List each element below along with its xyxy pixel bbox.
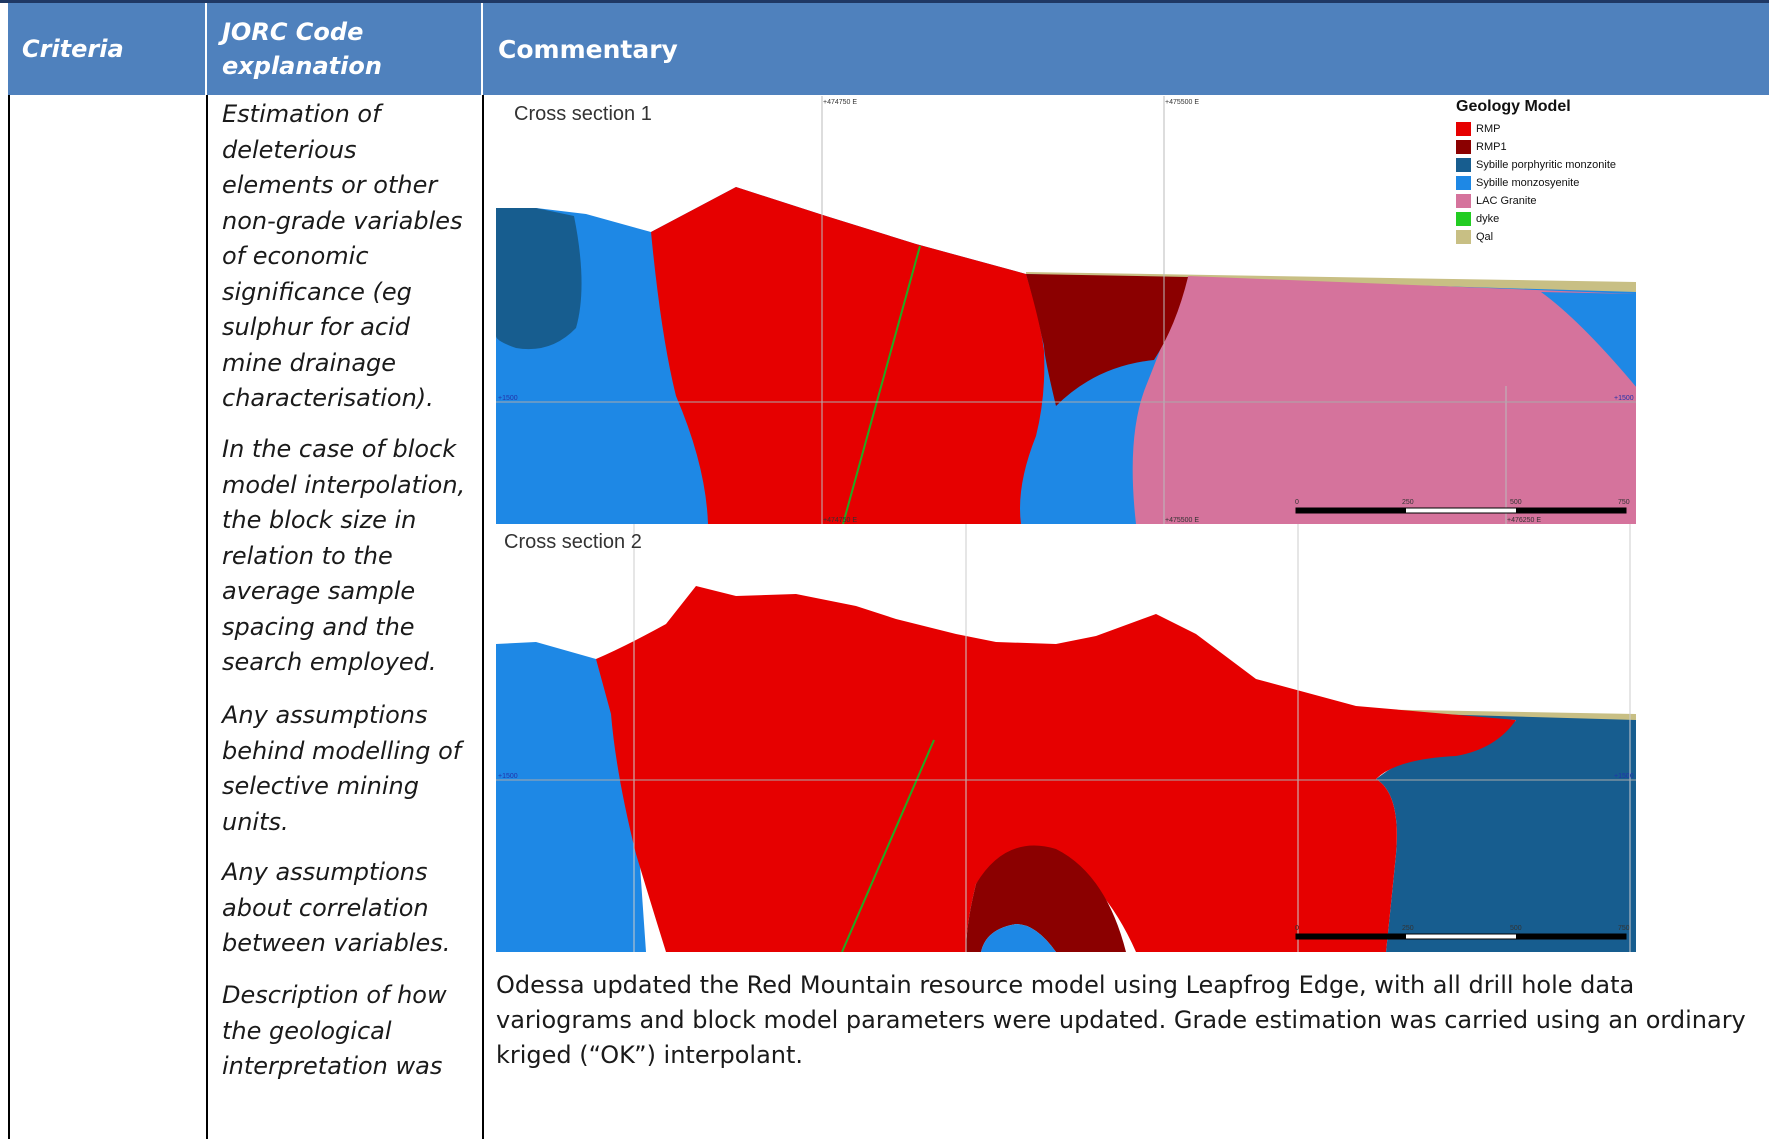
explanation-deleterious-elements: Estimation of deleterious elements or ot… xyxy=(222,100,463,412)
rmp1-unit xyxy=(1026,274,1188,406)
scale-tick-label: 250 xyxy=(1402,499,1414,506)
legend-swatch-dyke xyxy=(1456,212,1471,226)
legend-label-qal: Qal xyxy=(1476,231,1493,243)
cross-section-2: +1500 +1500 0 250 500 750 Cross section … xyxy=(496,524,1636,952)
rmp-unit xyxy=(651,187,1045,524)
scale-tick-label: 750 xyxy=(1618,925,1630,932)
top-rule xyxy=(0,0,1769,3)
elevation-label-right: +1500 xyxy=(1614,773,1634,780)
scale-tick-label: 0 xyxy=(1295,499,1299,506)
scale-bar: 0 250 500 750 xyxy=(1295,499,1630,514)
cross-section-1: +474750 E +475500 E +474750 E +475500 E … xyxy=(496,96,1636,525)
sybille-monzosyenite-inlier xyxy=(981,924,1056,952)
header-separator xyxy=(481,3,483,95)
explanation-geological-interpretation: Description of how the geological interp… xyxy=(222,981,447,1080)
lac-granite-unit xyxy=(1132,276,1636,524)
legend-swatch-rmp1 xyxy=(1456,140,1471,154)
dyke-trace xyxy=(842,245,921,525)
easting-label-bottom: +474750 E xyxy=(823,517,857,524)
legend-swatch-monzosyenite xyxy=(1456,176,1471,190)
header-commentary: Commentary xyxy=(498,34,678,64)
scale-tick-label: 500 xyxy=(1510,925,1522,932)
legend-swatch-porphyritic-monzonite xyxy=(1456,158,1471,172)
sybille-monzosyenite-unit xyxy=(496,642,646,952)
scale-bar: 0 250 500 750 xyxy=(1295,925,1630,940)
legend-label-porphyritic-monzonite: Sybille porphyritic monzonite xyxy=(1476,159,1616,171)
sybille-porphyritic-monzonite-unit xyxy=(1356,712,1636,952)
scale-tick-label: 250 xyxy=(1402,925,1414,932)
explanation-block-size: In the case of block model interpolation… xyxy=(222,435,466,676)
elevation-label-right: +1500 xyxy=(1614,395,1634,402)
geology-legend: Geology Model RMP RMP1 Sybille porphyrit… xyxy=(1456,98,1616,244)
header-criteria: Criteria xyxy=(22,35,124,63)
elevation-label-left: +1500 xyxy=(498,773,518,780)
legend-label-lac-granite: LAC Granite xyxy=(1476,195,1537,207)
rmp1-unit xyxy=(966,845,1126,952)
sybille-porphyritic-monzonite-unit xyxy=(496,208,582,350)
legend-swatch-qal xyxy=(1456,230,1471,244)
legend-label-rmp1: RMP1 xyxy=(1476,141,1507,153)
scale-tick-label: 0 xyxy=(1295,925,1299,932)
explanation-correlation: Any assumptions about correlation betwee… xyxy=(222,858,451,957)
table-left-border xyxy=(8,95,10,1139)
rmp-unit xyxy=(596,586,1516,952)
scale-tick-label: 750 xyxy=(1618,499,1630,506)
cross-section-2-label: Cross section 2 xyxy=(504,531,642,553)
legend-swatch-rmp xyxy=(1456,122,1471,136)
dyke-trace xyxy=(841,739,935,952)
explanation-selective-mining-units: Any assumptions behind modelling of sele… xyxy=(222,701,462,836)
header-separator xyxy=(205,3,207,95)
column-divider xyxy=(206,95,208,1139)
legend-title: Geology Model xyxy=(1456,98,1571,115)
table-header-row: Criteria JORC Code explanation Commentar… xyxy=(8,3,1769,95)
legend-label-rmp: RMP xyxy=(1476,123,1500,135)
cross-section-1-label: Cross section 1 xyxy=(514,103,652,125)
legend-swatch-lac-granite xyxy=(1456,194,1471,208)
header-jorc-explanation: JORC Code explanation xyxy=(222,18,382,80)
easting-label-top: +475500 E xyxy=(1165,99,1199,106)
legend-label-dyke: dyke xyxy=(1476,213,1499,225)
legend-label-monzosyenite: Sybille monzosyenite xyxy=(1476,177,1579,189)
column-divider xyxy=(482,95,484,1139)
geology-cross-sections-figure: +474750 E +475500 E +474750 E +475500 E … xyxy=(496,96,1636,952)
commentary-paragraph: Odessa updated the Red Mountain resource… xyxy=(496,971,1746,1069)
elevation-label-left: +1500 xyxy=(498,395,518,402)
easting-label-top: +474750 E xyxy=(823,99,857,106)
easting-label-bottom: +475500 E xyxy=(1165,517,1199,524)
easting-label-bottom: +476250 E xyxy=(1507,517,1541,524)
scale-tick-label: 500 xyxy=(1510,499,1522,506)
sybille-monzosyenite-unit-east xyxy=(1541,292,1636,387)
